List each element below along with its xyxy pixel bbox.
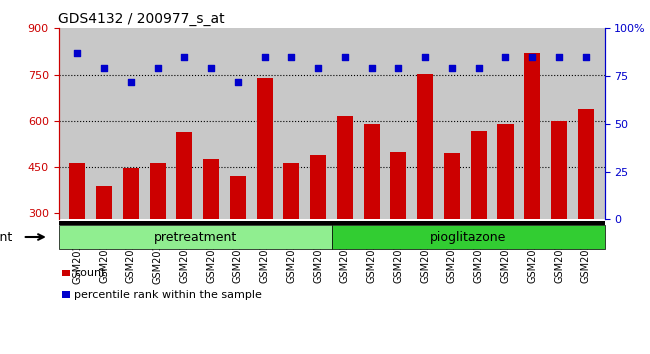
Text: GDS4132 / 200977_s_at: GDS4132 / 200977_s_at <box>58 12 225 26</box>
Bar <box>230 176 246 306</box>
Point <box>286 54 296 60</box>
Bar <box>551 121 567 306</box>
Bar <box>96 186 112 306</box>
Bar <box>337 116 353 306</box>
Bar <box>578 109 594 306</box>
Bar <box>497 124 514 306</box>
Point <box>527 54 538 60</box>
Point <box>500 54 511 60</box>
Bar <box>283 163 300 306</box>
Bar <box>257 78 272 306</box>
Point <box>367 65 377 71</box>
Bar <box>123 168 139 306</box>
Point <box>420 54 430 60</box>
Bar <box>391 152 406 306</box>
Point <box>393 65 404 71</box>
Text: percentile rank within the sample: percentile rank within the sample <box>74 290 262 299</box>
Bar <box>176 132 192 306</box>
Text: pretreatment: pretreatment <box>153 230 237 244</box>
Text: pioglitazone: pioglitazone <box>430 230 506 244</box>
Point <box>179 54 190 60</box>
Text: agent: agent <box>0 230 13 244</box>
Bar <box>524 53 540 306</box>
Bar <box>69 163 85 306</box>
Bar <box>444 153 460 306</box>
Point <box>206 65 216 71</box>
Point <box>340 54 350 60</box>
Point <box>313 65 323 71</box>
Point <box>580 54 591 60</box>
Bar <box>203 159 219 306</box>
Point <box>473 65 484 71</box>
Point <box>152 65 162 71</box>
Point <box>554 54 564 60</box>
Point <box>125 79 136 85</box>
Bar <box>150 163 166 306</box>
Point <box>99 65 109 71</box>
Point <box>72 50 83 56</box>
Bar <box>417 74 433 306</box>
Bar <box>471 131 487 306</box>
Point <box>233 79 243 85</box>
Point <box>259 54 270 60</box>
Bar <box>363 124 380 306</box>
Text: count: count <box>74 268 105 278</box>
Point <box>447 65 457 71</box>
Bar <box>310 155 326 306</box>
